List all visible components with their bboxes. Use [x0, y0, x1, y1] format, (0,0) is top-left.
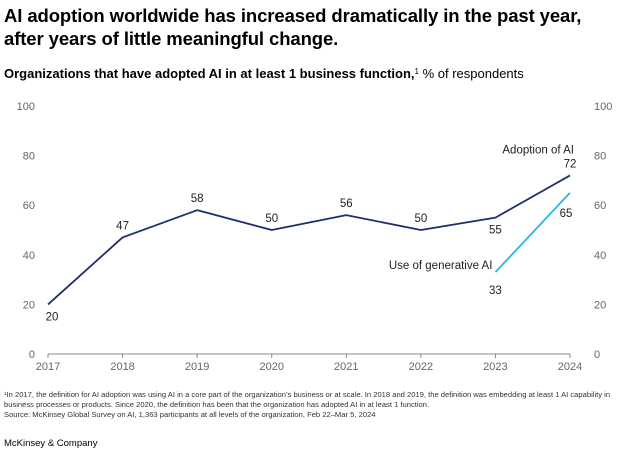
- chart-title-unit: % of respondents: [418, 66, 524, 81]
- legend-label-adoption-of-ai: Adoption of AI: [502, 144, 574, 156]
- legend-label-use-of-generative-ai: Use of generative AI: [389, 260, 493, 272]
- y-tick-label-right: 60: [594, 200, 606, 212]
- x-tick-label: 2020: [259, 361, 283, 373]
- y-tick-label-right: 80: [594, 151, 606, 163]
- y-tick-label-right: 20: [594, 299, 606, 311]
- source-text: Source: McKinsey Global Survey on AI, 1,…: [4, 410, 376, 419]
- x-tick-label: 2023: [483, 361, 507, 373]
- y-tick-label-left: 100: [17, 101, 35, 113]
- x-tick-label: 2022: [409, 361, 433, 373]
- y-tick-label-left: 0: [29, 349, 35, 361]
- series-line-adoption-of-ai: [47, 174, 571, 306]
- footnote-marker: 1: [414, 67, 419, 76]
- data-label-adoption-2017: 20: [46, 311, 59, 323]
- chart-title-bold: Organizations that have adopted AI in at…: [4, 66, 415, 81]
- data-label-adoption-2018: 47: [116, 220, 129, 232]
- series-line-use-of-generative-ai: [494, 192, 571, 273]
- x-tick-label: 2019: [185, 361, 209, 373]
- y-tick-label-left: 80: [23, 151, 35, 163]
- data-label-adoption-2022: 50: [414, 213, 427, 225]
- x-tick-label: 2017: [36, 361, 60, 373]
- footnote-text: ¹In 2017, the definition for AI adoption…: [4, 390, 611, 409]
- data-label-generative-2023: 33: [489, 285, 502, 297]
- y-tick-label-right: 100: [594, 101, 612, 113]
- y-tick-label-left: 40: [23, 250, 35, 262]
- data-label-adoption-2019: 58: [191, 193, 204, 205]
- brand-logo-text: McKinsey & Company: [4, 438, 98, 449]
- data-label-adoption-2024: 72: [564, 158, 577, 170]
- footnote-block: ¹In 2017, the definition for AI adoption…: [4, 390, 614, 420]
- y-tick-label-right: 0: [594, 349, 600, 361]
- x-tick-label: 2021: [334, 361, 358, 373]
- x-tick-label: 2024: [558, 361, 582, 373]
- data-label-adoption-2021: 56: [340, 198, 353, 210]
- data-label-adoption-2020: 50: [265, 213, 278, 225]
- data-label-adoption-2023: 55: [489, 225, 502, 237]
- y-tick-label-left: 20: [23, 299, 35, 311]
- y-tick-label-right: 40: [594, 250, 606, 262]
- y-tick-label-left: 60: [23, 200, 35, 212]
- headline: AI adoption worldwide has increased dram…: [4, 5, 582, 49]
- x-tick-label: 2018: [110, 361, 134, 373]
- data-label-generative-2024: 65: [560, 208, 573, 220]
- chart-subtitle: Organizations that have adopted AI in at…: [4, 66, 524, 82]
